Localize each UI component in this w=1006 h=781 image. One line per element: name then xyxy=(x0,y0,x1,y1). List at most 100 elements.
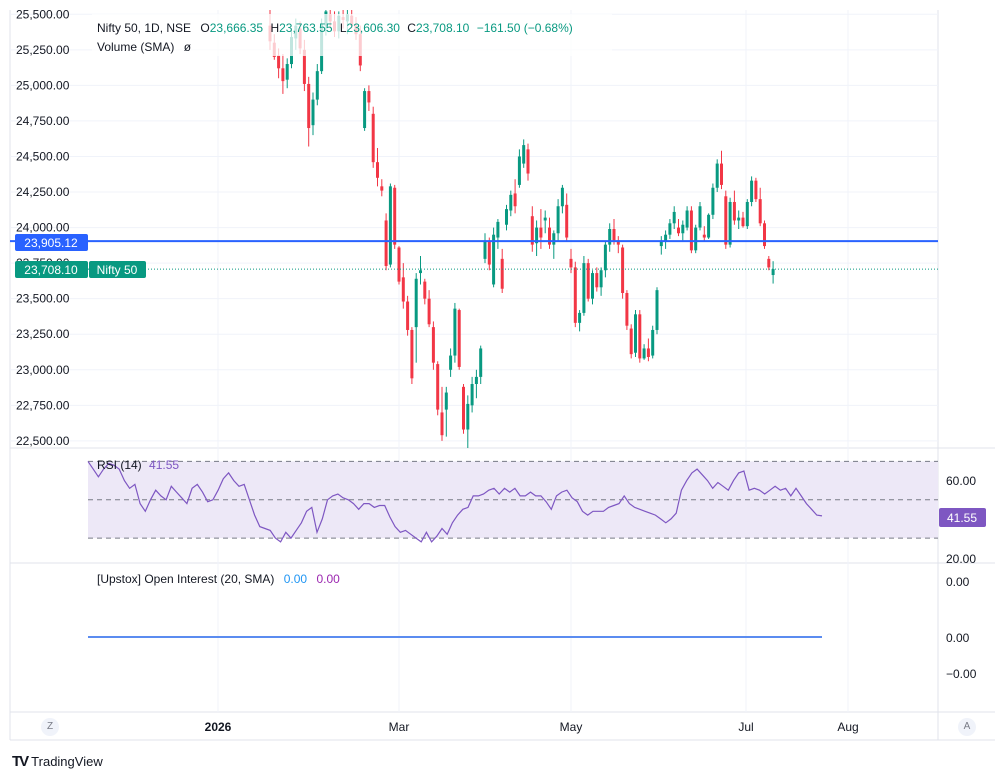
grid-layer xyxy=(10,10,938,712)
candle xyxy=(586,258,590,302)
candle-body xyxy=(492,234,496,285)
candle xyxy=(625,290,629,330)
time-label-2026: 2026 xyxy=(205,720,232,734)
candle xyxy=(715,159,719,193)
time-label-aug: Aug xyxy=(837,720,858,734)
rsi-line xyxy=(87,461,823,543)
candle-body xyxy=(651,329,655,356)
rsi-badge-label: 41.55 xyxy=(947,511,977,525)
candle-body xyxy=(302,49,306,84)
candle-body xyxy=(728,201,732,245)
candle-body xyxy=(427,298,431,325)
candle xyxy=(745,199,749,229)
candle-body xyxy=(414,278,418,328)
tradingview-logo-icon: TV xyxy=(12,753,29,770)
candle-body xyxy=(487,241,491,265)
candle-body xyxy=(720,163,723,185)
candle-body xyxy=(483,241,487,259)
candle-body xyxy=(380,186,384,191)
candle xyxy=(767,256,771,271)
candle xyxy=(603,241,607,278)
candle-body xyxy=(384,220,388,266)
hline-price-badge[interactable] xyxy=(15,234,88,251)
legend-row-price[interactable]: Nifty 50, 1D, NSE O23,666.35 H23,763.55 … xyxy=(97,21,573,35)
timezone-button[interactable]: Z xyxy=(41,718,59,736)
candle xyxy=(367,85,371,111)
legend-low-value: 23,606.30 xyxy=(347,21,401,35)
rsi-title: RSI (14) xyxy=(97,458,142,472)
candle-body xyxy=(535,227,539,244)
price-tick-label: 24,500.00 xyxy=(16,149,70,163)
candle xyxy=(363,88,367,131)
candle xyxy=(444,386,448,437)
candle-body xyxy=(410,329,414,379)
candle xyxy=(702,226,706,242)
candle-body xyxy=(672,211,676,224)
candle-body xyxy=(750,180,754,202)
candle xyxy=(414,273,418,363)
candle xyxy=(737,210,741,229)
oi-value-1: 0.00 xyxy=(284,572,308,586)
candle xyxy=(771,261,775,284)
oi-value-2: 0.00 xyxy=(316,572,340,586)
candle xyxy=(720,150,723,190)
candle-body xyxy=(517,156,521,185)
candle xyxy=(307,76,311,147)
candle xyxy=(440,386,444,441)
candle xyxy=(591,270,594,305)
candle-body xyxy=(569,258,573,268)
candle xyxy=(376,147,379,187)
candle-body xyxy=(315,71,319,100)
legend-change: −161.50 (−0.68%) xyxy=(477,21,573,35)
candle-body xyxy=(737,217,741,221)
candle-body xyxy=(668,223,672,235)
candle-body xyxy=(560,187,564,207)
candle-body xyxy=(758,199,762,224)
candle-body xyxy=(401,277,405,302)
tradingview-logo[interactable]: TV TradingView xyxy=(12,753,103,770)
legend-open-label: O xyxy=(200,21,209,35)
price-tick-label: 22,500.00 xyxy=(16,434,70,448)
candle xyxy=(595,267,599,292)
candle-body xyxy=(444,392,448,410)
candle xyxy=(677,219,680,237)
rsi-value-badge xyxy=(939,508,986,527)
candle-body xyxy=(367,91,371,103)
candle xyxy=(526,143,530,181)
legend-low-label: L xyxy=(340,21,347,35)
oi-legend[interactable]: [Upstox] Open Interest (20, SMA) 0.00 0.… xyxy=(97,572,340,586)
legend-row-volume[interactable]: Volume (SMA) ø xyxy=(97,40,192,54)
candle-body xyxy=(406,301,410,330)
candle xyxy=(689,206,693,254)
symbol-name-badge xyxy=(89,261,146,278)
candle xyxy=(582,256,586,316)
rsi-legend[interactable]: RSI (14) 41.55 xyxy=(97,458,179,472)
candle-body xyxy=(634,314,637,353)
candle-body xyxy=(732,201,736,221)
candle xyxy=(453,302,457,363)
candle xyxy=(642,344,646,360)
candle xyxy=(509,190,513,217)
auto-scale-button[interactable]: A xyxy=(958,718,976,736)
legend-high-value: 23,763.55 xyxy=(279,21,333,35)
candle xyxy=(505,204,508,231)
candle xyxy=(655,287,659,335)
candle xyxy=(436,361,440,416)
candle-body xyxy=(496,221,500,238)
candle xyxy=(479,345,483,385)
price-tick-label: 25,250.00 xyxy=(16,43,70,57)
candle-body xyxy=(509,194,513,211)
candle xyxy=(311,92,315,136)
candle-body xyxy=(694,227,698,251)
oi-tick-top: 0.00 xyxy=(946,575,970,589)
candle xyxy=(397,246,401,285)
candle-body xyxy=(664,234,668,242)
candle-body xyxy=(586,263,590,299)
candle-body xyxy=(281,68,285,82)
candle-body xyxy=(771,269,775,276)
candle xyxy=(406,295,410,336)
candle xyxy=(285,58,289,89)
candle xyxy=(573,261,577,328)
candle-body xyxy=(685,210,689,228)
candle xyxy=(517,149,521,188)
